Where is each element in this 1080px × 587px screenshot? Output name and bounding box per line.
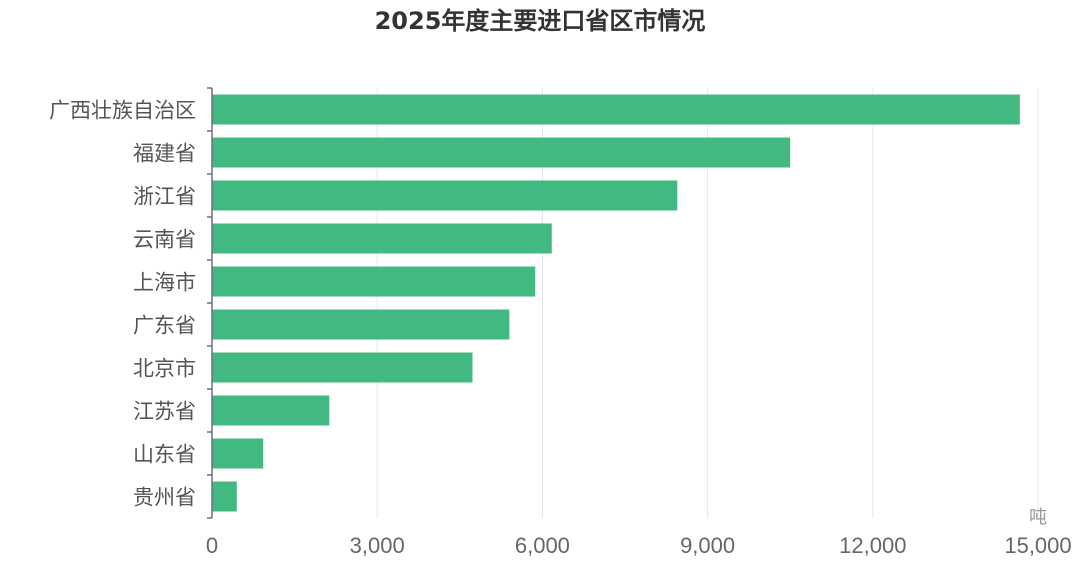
category-label: 浙江省 [133, 185, 196, 209]
x-tick-label: 0 [206, 533, 218, 558]
bar [212, 223, 552, 254]
bar [212, 266, 536, 297]
category-label: 江苏省 [133, 400, 196, 424]
category-label: 广东省 [133, 314, 196, 338]
category-label: 上海市 [133, 271, 196, 295]
x-tick-label: 9,000 [680, 533, 735, 558]
bar [212, 137, 791, 168]
bar [212, 180, 678, 211]
x-axis: 0 3,000 6,000 9,000 12,000 15,000 [206, 533, 1072, 558]
bar [212, 94, 1020, 125]
x-axis-unit-label: 吨 [1029, 507, 1047, 528]
x-tick-label: 15,000 [1004, 533, 1071, 558]
bar [212, 395, 330, 426]
x-tick-label: 6,000 [515, 533, 570, 558]
bar [212, 481, 237, 512]
category-label: 北京市 [133, 357, 196, 381]
x-tick-label: 12,000 [839, 533, 906, 558]
category-label: 广西壮族自治区 [49, 99, 196, 123]
chart-title: 2025年度主要进口省区市情况 [375, 7, 706, 35]
category-label: 福建省 [133, 142, 196, 166]
bar [212, 309, 510, 340]
category-label: 山东省 [133, 443, 196, 467]
bars [212, 94, 1020, 512]
bar [212, 438, 264, 469]
category-label: 云南省 [133, 228, 196, 252]
bar [212, 352, 473, 383]
category-label: 贵州省 [133, 486, 196, 510]
x-tick-label: 3,000 [350, 533, 405, 558]
